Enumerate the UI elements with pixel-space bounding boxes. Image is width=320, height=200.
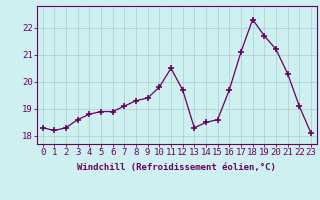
X-axis label: Windchill (Refroidissement éolien,°C): Windchill (Refroidissement éolien,°C): [77, 163, 276, 172]
